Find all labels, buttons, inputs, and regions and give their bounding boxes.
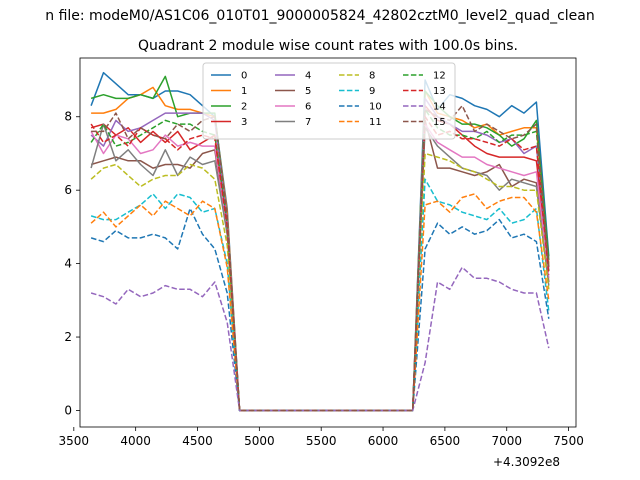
legend-label-6: 6 [305, 102, 311, 113]
series-line-8 [90, 152, 550, 412]
x-tick-label: 5000 [244, 434, 275, 448]
series-line-10 [90, 207, 550, 412]
legend-label-4: 4 [305, 71, 311, 82]
series-line-14 [90, 266, 550, 412]
series-line-5 [90, 119, 550, 412]
y-tick-label: 6 [64, 183, 72, 197]
y-tick-label: 2 [64, 330, 72, 344]
legend-label-11: 11 [369, 117, 382, 128]
legend-label-7: 7 [305, 117, 311, 128]
x-tick-label: 3500 [59, 434, 90, 448]
legend-label-3: 3 [241, 117, 247, 128]
chart-suptitle: n file: modeM0/AS1C06_010T01_9000005824_… [45, 8, 594, 24]
x-tick-label: 6500 [430, 434, 461, 448]
legend-label-12: 12 [433, 71, 446, 82]
x-tick-label: 4500 [182, 434, 213, 448]
legend-label-1: 1 [241, 86, 247, 97]
x-tick-label: 6000 [368, 434, 399, 448]
legend-label-0: 0 [241, 71, 247, 82]
legend-label-13: 13 [433, 86, 446, 97]
series-line-9 [90, 178, 550, 412]
legend-label-5: 5 [305, 86, 311, 97]
series-line-11 [90, 193, 550, 412]
legend-label-10: 10 [369, 102, 382, 113]
legend-label-15: 15 [433, 117, 446, 128]
y-tick-label: 8 [64, 110, 72, 124]
series-line-12 [90, 108, 550, 412]
series-line-7 [90, 123, 550, 412]
legend-label-9: 9 [369, 86, 375, 97]
series-line-3 [90, 104, 550, 412]
legend-label-8: 8 [369, 71, 375, 82]
chart-title: Quadrant 2 module wise count rates with … [138, 38, 518, 54]
series-line-4 [90, 97, 550, 412]
series-lines [90, 71, 550, 412]
x-tick-label: 7500 [553, 434, 584, 448]
series-line-15 [91, 104, 550, 412]
x-tick-label: 4000 [120, 434, 151, 448]
y-tick-label: 4 [64, 257, 72, 271]
x-offset-label: +4.3092e8 [493, 455, 560, 469]
axes-frame [79, 57, 577, 428]
series-line-6 [90, 123, 550, 412]
legend-label-2: 2 [241, 102, 247, 113]
legend-box [202, 62, 456, 140]
x-tick-label: 7000 [491, 434, 522, 448]
legend-label-14: 14 [433, 102, 446, 113]
axes: 3500 4000 4500 5000 5500 6000 6500 7000 7500 0 2 4 6… [59, 57, 584, 448]
y-tick-label: 0 [64, 403, 72, 417]
x-tick-label: 5500 [306, 434, 337, 448]
